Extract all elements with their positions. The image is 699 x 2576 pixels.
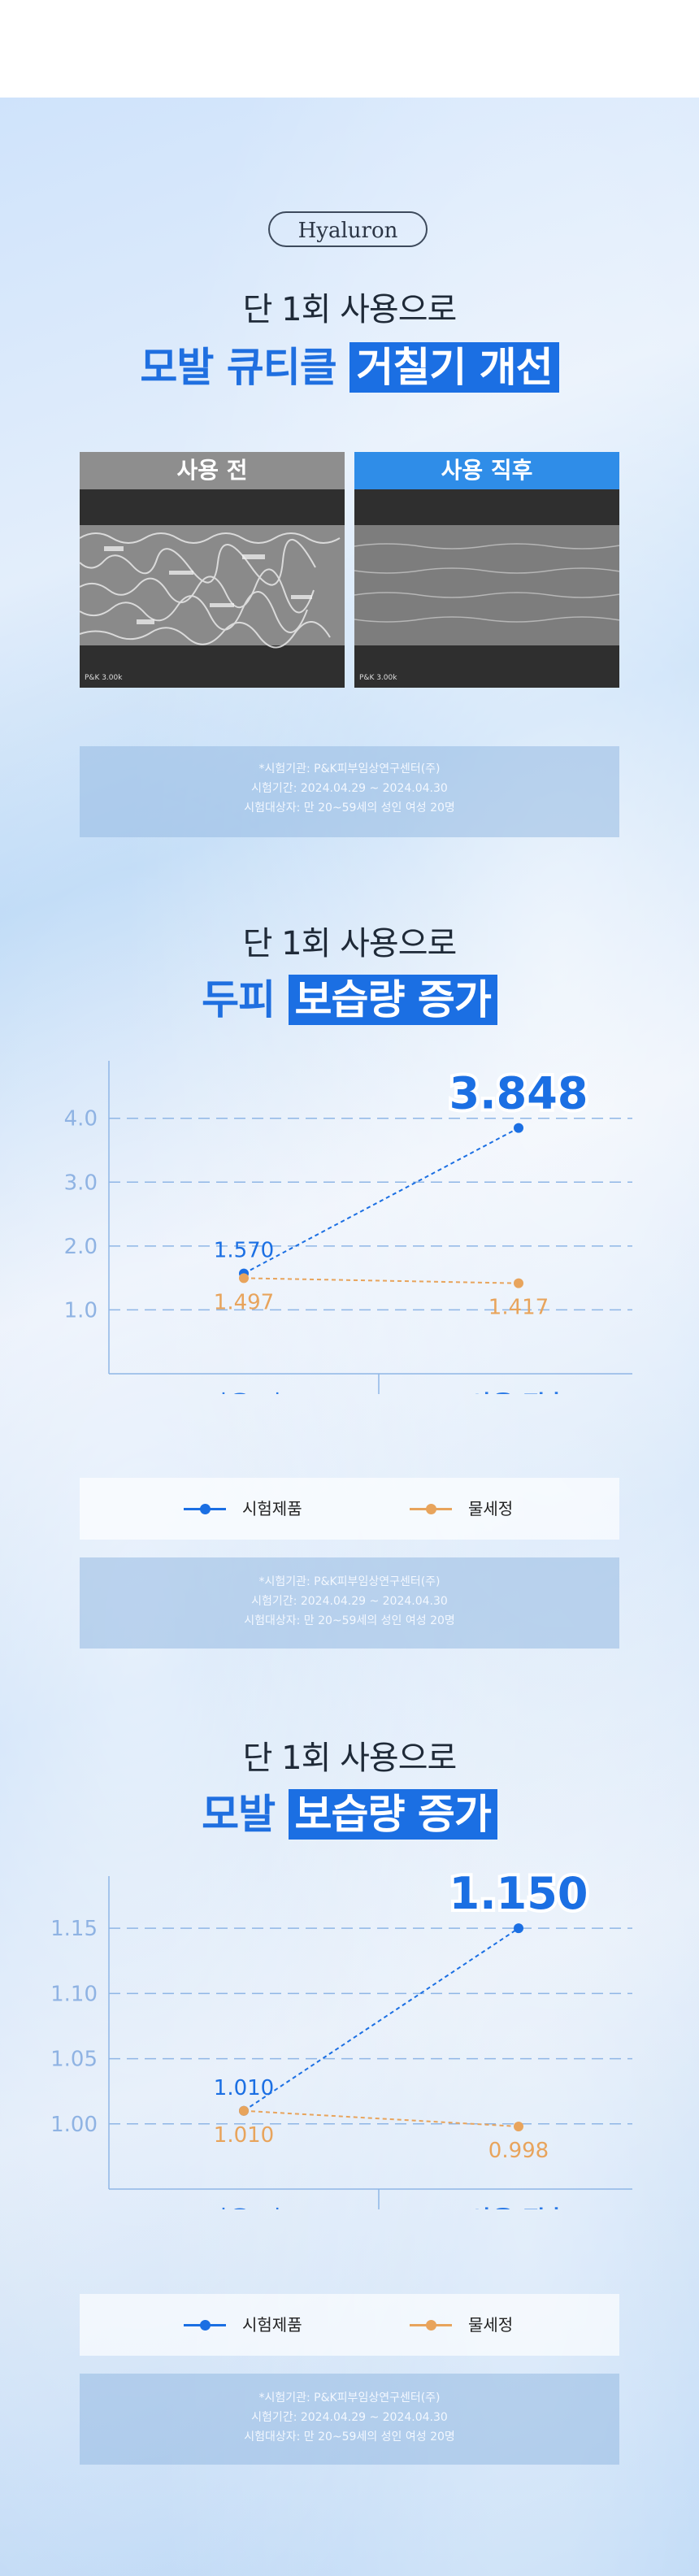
section2-notice: *시험기관: P&K피부임상연구센터(주) 시험기간: 2024.04.29 ~… [80, 1557, 619, 1649]
section2-title-highlight: 보습량 증가 [288, 975, 497, 1025]
top-blank-area [0, 0, 699, 98]
legend-dot-test [200, 2320, 211, 2331]
x-category-label: 사용 직후 [470, 1391, 568, 1394]
legend-label-test: 시험제품 [242, 2315, 302, 2335]
hair-moisture-chart: 1.15 1.10 1.05 1.00 사용 전 사용 직후 1.010 1.150 1.010… [50, 1868, 632, 2209]
legend-label-test: 시험제품 [242, 1499, 302, 1518]
legend-dot-test [200, 1504, 211, 1514]
data-point-test [514, 1123, 523, 1133]
before-image-card: 사용 전 P&K 3.00k [80, 452, 345, 688]
data-label-highlight: 3.848 [449, 1068, 588, 1119]
notice-line: 시험대상자: 만 20~59세의 성인 여성 20명 [244, 2430, 455, 2444]
notice-line: 시험기간: 2024.04.29 ~ 2024.04.30 [251, 782, 448, 795]
data-point-water [514, 1278, 523, 1288]
legend-label-water: 물세정 [468, 1499, 514, 1518]
data-point-water [239, 2105, 249, 2116]
section3-title: 모발 보습량 증가 [0, 1782, 699, 1840]
data-point-water [239, 1273, 249, 1284]
notice-line: 시험기간: 2024.04.29 ~ 2024.04.30 [251, 1595, 448, 1608]
y-tick-label: 1.10 [50, 1982, 98, 2006]
section3-title-plain: 모발 [202, 1791, 276, 1838]
after-image-card: 사용 직후 P&K 3.00k [354, 452, 619, 688]
section3-title-highlight: 보습량 증가 [288, 1789, 497, 1840]
y-tick-label: 1.00 [50, 2113, 98, 2137]
series-line-water [243, 2109, 519, 2127]
series-line-water [243, 1277, 519, 1284]
y-tick-label: 4.0 [64, 1107, 98, 1132]
after-hair-photo: P&K 3.00k [354, 489, 619, 688]
series-line-test [243, 1127, 519, 1275]
notice-line: *시험기관: P&K피부임상연구센터(주) [258, 1575, 441, 1588]
notice-line: 시험대상자: 만 20~59세의 성인 여성 20명 [244, 1614, 455, 1627]
section1-title: 모발 큐티클 거칠기 개선 [0, 335, 699, 393]
before-photo-tag: P&K 3.00k [85, 674, 123, 682]
legend-label-water: 물세정 [468, 2315, 514, 2335]
data-label: 1.010 [214, 2076, 274, 2100]
hyaluron-badge: Hyaluron [268, 211, 428, 247]
section3-notice: *시험기관: P&K피부임상연구센터(주) 시험기간: 2024.04.29 ~… [80, 2374, 619, 2465]
data-label: 1.497 [214, 1290, 274, 1314]
data-point-test [514, 1923, 523, 1934]
data-label-highlight: 1.150 [449, 1868, 588, 1919]
section1-title-highlight: 거칠기 개선 [350, 342, 559, 393]
after-label: 사용 직후 [354, 452, 619, 489]
data-label: 1.417 [488, 1296, 549, 1320]
x-category-label: 사용 전 [206, 2206, 281, 2209]
y-tick-label: 1.0 [64, 1298, 98, 1323]
x-category-label: 사용 직후 [470, 2206, 568, 2209]
section1-subtitle: 단 1회 사용으로 [242, 291, 458, 328]
section3-subtitle: 단 1회 사용으로 [242, 1740, 458, 1777]
data-point-water [514, 2122, 523, 2131]
notice-line: *시험기관: P&K피부임상연구센터(주) [258, 2391, 441, 2404]
section2-legend: 시험제품 물세정 [80, 1478, 619, 1540]
y-tick-label: 3.0 [64, 1171, 98, 1195]
x-category-label: 사용 전 [206, 1391, 281, 1394]
data-label: 0.998 [488, 2139, 549, 2163]
series-line-test [243, 1927, 519, 2112]
y-tick-label: 2.0 [64, 1235, 98, 1259]
after-photo-tag: P&K 3.00k [359, 674, 397, 682]
section1-notice: *시험기관: P&K피부임상연구센터(주) 시험기간: 2024.04.29 ~… [80, 746, 619, 837]
before-label: 사용 전 [80, 452, 345, 489]
legend-dot-water [426, 2320, 436, 2331]
section2-subtitle: 단 1회 사용으로 [242, 925, 458, 962]
y-tick-label: 1.05 [50, 2048, 98, 2072]
section1-title-plain: 모발 큐티클 [140, 344, 336, 391]
notice-line: *시험기관: P&K피부임상연구센터(주) [258, 762, 441, 775]
data-label: 1.570 [214, 1239, 274, 1263]
y-tick-label: 1.15 [50, 1917, 98, 1941]
data-label: 1.010 [214, 2123, 274, 2148]
content-area: Hyaluron 단 1회 사용으로 모발 큐티클 거칠기 개선 사용 전 [0, 98, 699, 2576]
before-hair-photo: P&K 3.00k [80, 489, 345, 688]
notice-line: 시험기간: 2024.04.29 ~ 2024.04.30 [251, 2411, 448, 2424]
section2-title: 두피 보습량 증가 [0, 967, 699, 1026]
legend-dot-water [426, 1504, 436, 1514]
notice-line: 시험대상자: 만 20~59세의 성인 여성 20명 [244, 801, 455, 815]
section3-legend: 시험제품 물세정 [80, 2294, 619, 2356]
scalp-moisture-chart: 4.0 3.0 2.0 1.0 사용 전 사용 직후 1.570 3.848 1.497 1.41… [64, 1061, 632, 1394]
section2-title-plain: 두피 [202, 976, 276, 1023]
